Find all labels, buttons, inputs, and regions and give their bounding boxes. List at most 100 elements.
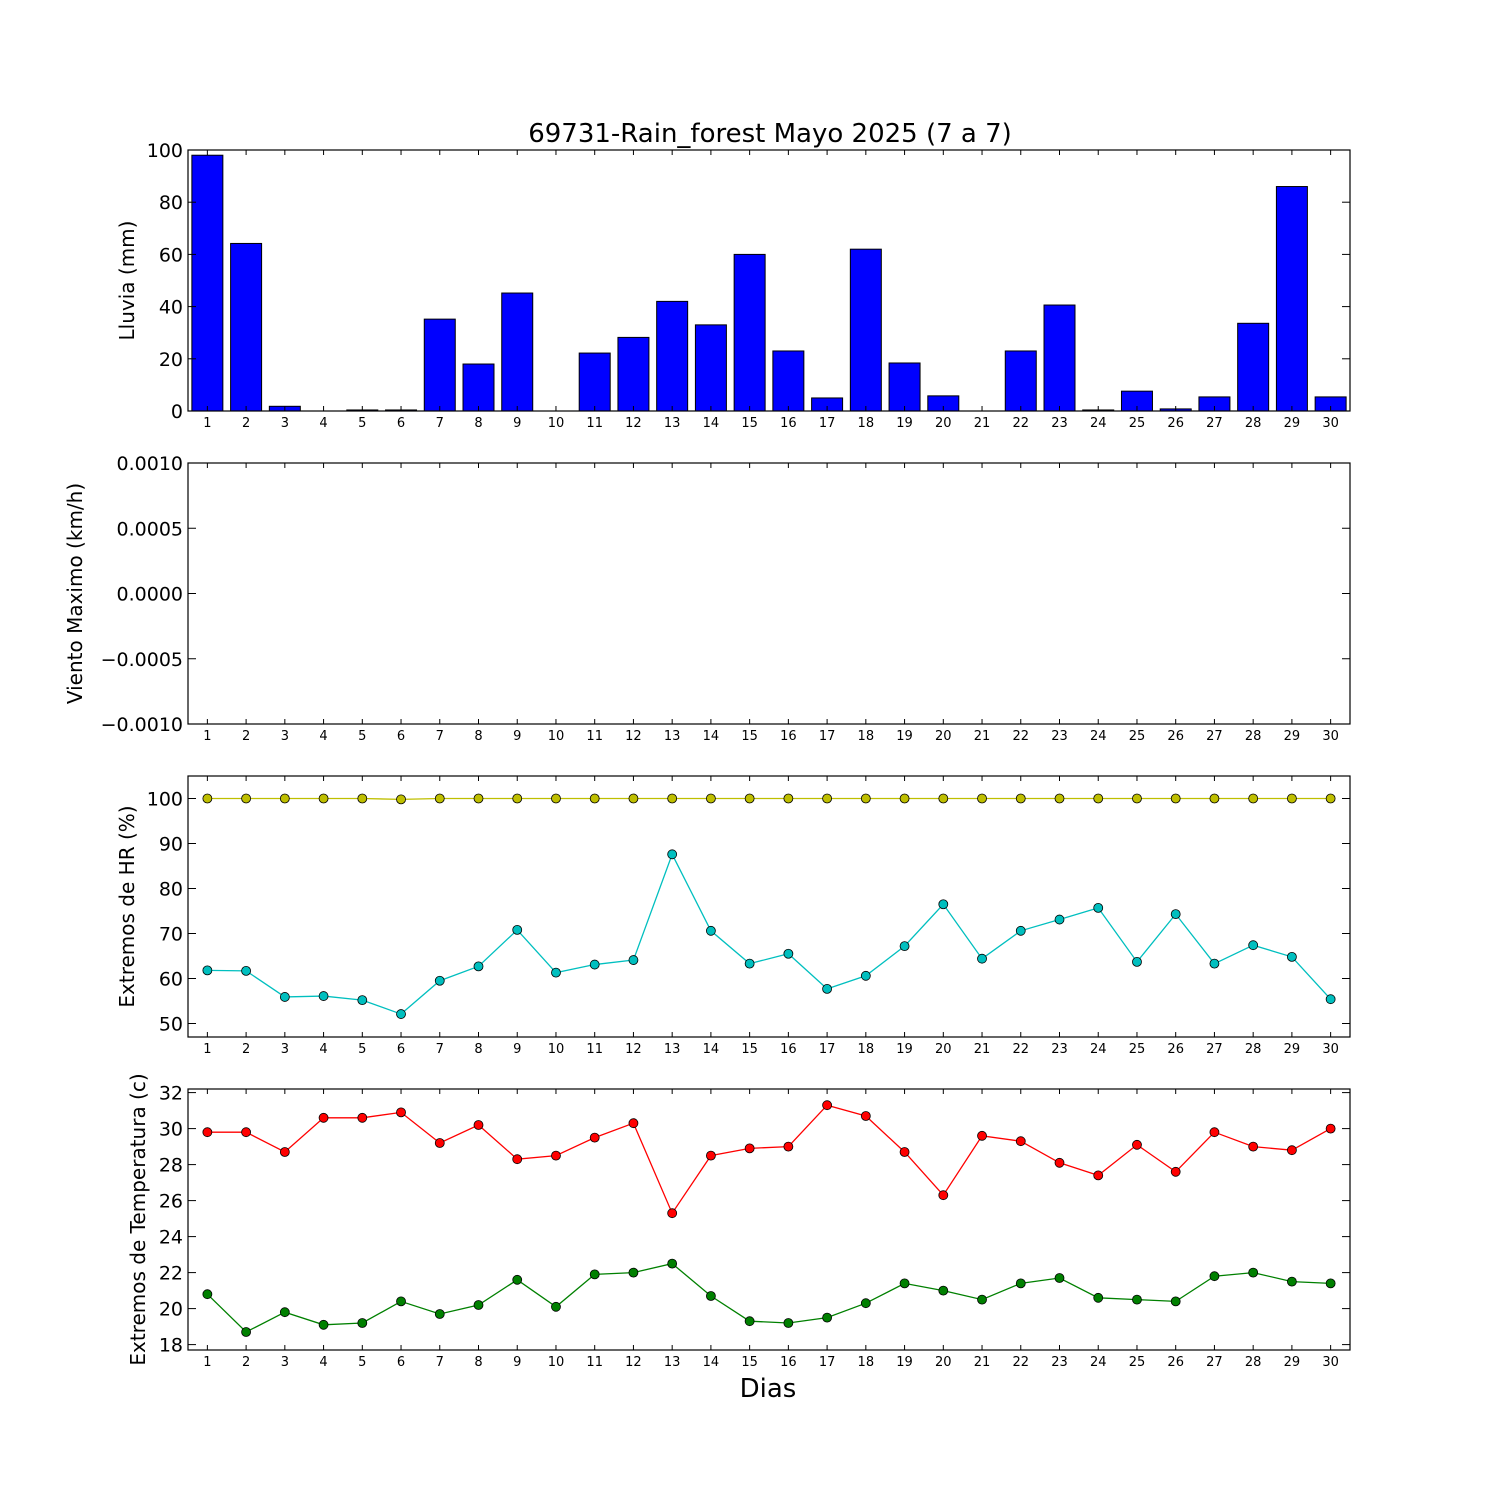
temp-max-point (860, 1111, 871, 1121)
y-tick-label: 50 (159, 1014, 183, 1036)
temp-max-point (822, 1100, 832, 1111)
x-tick-label: 20 (935, 416, 952, 431)
temp-min-point (279, 1307, 290, 1318)
y-tick-label: 100 (147, 140, 183, 162)
y-tick-label: 30 (159, 1119, 183, 1141)
hr-min-point (512, 925, 523, 935)
x-tick-label: 29 (1284, 1042, 1301, 1057)
hr-max-point (938, 793, 949, 804)
y-tick-label: 26 (159, 1191, 183, 1213)
hr-min-point (1209, 958, 1220, 969)
x-tick-label: 10 (548, 1042, 565, 1057)
hr-min-point (938, 899, 949, 910)
y-tick-label: −0.0005 (101, 649, 183, 671)
rain-bar (733, 253, 766, 412)
x-tick-label: 20 (935, 1042, 952, 1057)
panel-hr: 1 2 3 4 5 6 7 8 9 10 11 12 13 14 15 16 17 18 19 20 21 22 23 24 2… (115, 775, 1351, 1057)
temp-max-point (938, 1190, 949, 1201)
rain-bar (1043, 304, 1076, 412)
hr-min-point (899, 941, 910, 951)
temp-min-point (396, 1296, 406, 1307)
temp-min-point (473, 1300, 484, 1310)
y-tick-label: 32 (159, 1083, 183, 1105)
x-tick-label: 11 (586, 1042, 603, 1057)
y-axis-label: Extremos de HR (%) (115, 805, 139, 1007)
x-tick-label: 5 (358, 416, 366, 431)
y-tick-label: −0.0010 (101, 714, 183, 736)
x-tick-label: 22 (1012, 1355, 1029, 1370)
x-tick-label: 22 (1012, 1042, 1029, 1057)
x-tick-label: 23 (1051, 1042, 1068, 1057)
x-tick-label: 18 (858, 416, 875, 431)
x-tick-label: 15 (741, 1355, 758, 1370)
hr-min-point (1093, 902, 1104, 913)
temp-max-point (977, 1130, 987, 1141)
x-tick-label: 16 (780, 1355, 797, 1370)
x-tick-label: 28 (1245, 1355, 1262, 1370)
x-tick-label: 25 (1129, 1042, 1146, 1057)
hr-max-point (667, 793, 678, 804)
temp-min-point (860, 1298, 871, 1309)
hr-min-point (1170, 909, 1181, 920)
x-tick-label: 17 (819, 1355, 836, 1370)
y-tick-label: 80 (159, 879, 183, 901)
panels: 1 2 3 4 5 6 7 8 9 10 11 12 13 14 15 16 17 18 19 20 21 22 23 24 2… (63, 140, 1351, 1370)
temp-max-point (1132, 1139, 1142, 1150)
temp-min-point (241, 1327, 252, 1337)
x-tick-label: 29 (1284, 416, 1301, 431)
hr-max-point (512, 793, 523, 804)
temp-min-point (1248, 1267, 1259, 1278)
hr-min-point (241, 965, 252, 976)
x-tick-label: 21 (974, 1042, 991, 1057)
chart-title: 69731-Rain_forest Mayo 2025 (7 a 7) (528, 119, 1012, 149)
x-tick-label: 28 (1245, 1042, 1262, 1057)
y-tick-label: 18 (159, 1335, 183, 1357)
temp-max-point (396, 1107, 406, 1118)
y-tick-label: 28 (159, 1155, 183, 1177)
hr-max-point (783, 793, 794, 804)
hr-min-point (977, 953, 987, 964)
temp-min-point (1015, 1278, 1026, 1289)
x-tick-label: 4 (319, 1042, 327, 1057)
hr-max-point (899, 793, 910, 804)
x-tick-label: 20 (935, 729, 952, 744)
rain-bar (1237, 322, 1270, 412)
rain-bar (656, 300, 689, 412)
x-tick-label: 1 (203, 1355, 211, 1370)
hr-max-point (1054, 793, 1065, 804)
rain-bar (501, 292, 534, 412)
hr-min-point (1015, 925, 1026, 936)
x-tick-label: 15 (741, 1042, 758, 1057)
y-tick-label: 24 (159, 1227, 183, 1249)
x-tick-label: 5 (358, 1355, 366, 1370)
hr-max-point (822, 793, 832, 804)
x-tick-label: 9 (513, 416, 521, 431)
x-tick-label: 19 (896, 416, 913, 431)
x-tick-label: 3 (281, 416, 289, 431)
temp-max-point (1054, 1157, 1065, 1168)
hr-max-point (396, 794, 406, 805)
hr-max-point (1325, 793, 1336, 804)
hr-min-point (202, 965, 213, 976)
rain-bar (423, 318, 456, 412)
x-tick-label: 21 (974, 416, 991, 431)
x-tick-label: 4 (319, 416, 327, 431)
x-tick-label: 14 (703, 729, 720, 744)
x-tick-label: 12 (625, 1355, 642, 1370)
x-tick-label: 21 (974, 1355, 991, 1370)
rain-bar (694, 324, 727, 412)
temp-max-point (744, 1143, 755, 1154)
y-tick-label: 20 (159, 349, 183, 371)
x-tick-label: 26 (1167, 1355, 1184, 1370)
x-tick-label: 7 (436, 1355, 444, 1370)
temp-max-point (1248, 1141, 1259, 1152)
hr-max-point (1287, 793, 1297, 804)
x-tick-label: 24 (1090, 729, 1107, 744)
x-tick-label: 19 (896, 729, 913, 744)
x-tick-label: 24 (1090, 416, 1107, 431)
axes-frame (187, 1088, 1351, 1351)
x-tick-label: 8 (474, 1355, 482, 1370)
hr-min-point (1325, 994, 1336, 1005)
hr-min-point (783, 948, 794, 959)
